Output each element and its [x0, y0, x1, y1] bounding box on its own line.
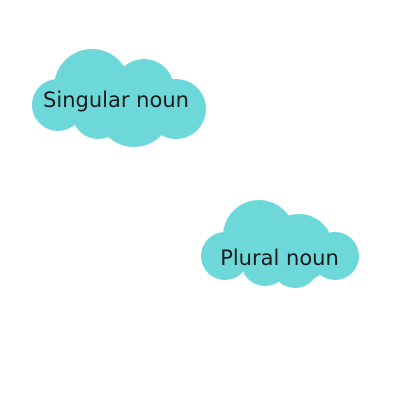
cloud-shape — [201, 200, 359, 288]
cloud-label-plural: Plural noun — [220, 246, 339, 270]
cloud-singular-noun[interactable]: Singular noun — [26, 47, 206, 147]
cloud-shape — [32, 49, 206, 147]
cloud-label-singular: Singular noun — [43, 88, 189, 112]
cloud-plural-noun[interactable]: Plural noun — [199, 200, 360, 290]
